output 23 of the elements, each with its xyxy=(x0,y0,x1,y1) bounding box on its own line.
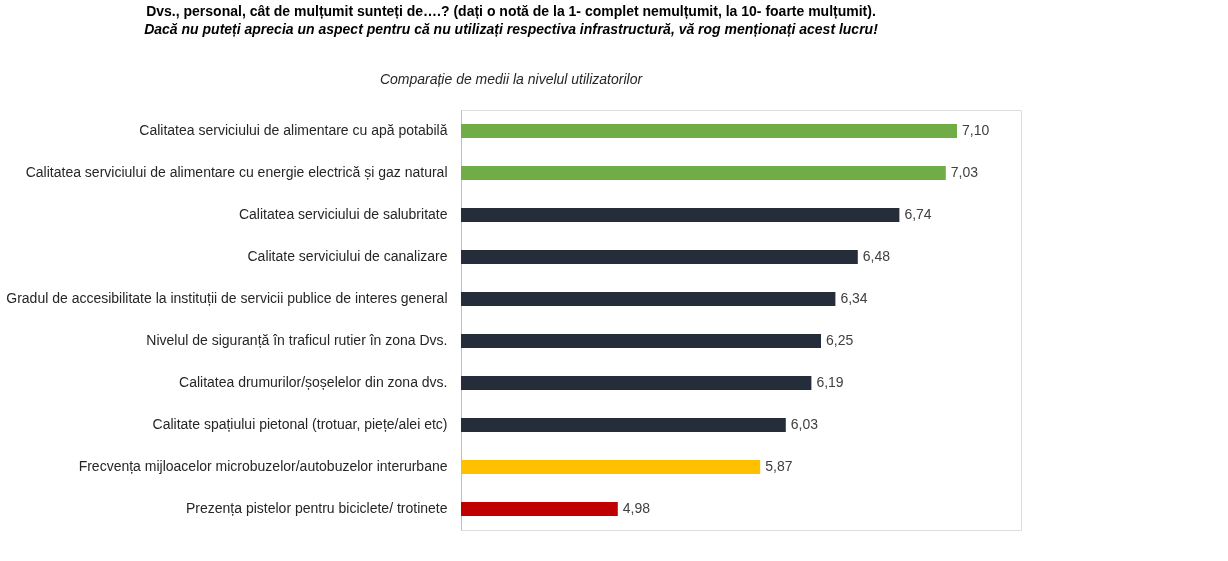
data-label: 7,10 xyxy=(962,122,990,138)
y-tick-label: Prezența pistelor pentru biciclete/ trotinete xyxy=(186,500,448,516)
data-label: 6,74 xyxy=(904,206,932,222)
y-tick-label: Calitatea serviciului de alimentare cu apă potabilă xyxy=(139,122,448,138)
y-tick-label: Calitatea serviciului de alimentare cu energie electrică și gaz natural xyxy=(25,164,448,180)
chart-title: Dvs., personal, cât de mulțumit sunteți de….? (dați o notă de la 1- complet nemulțumit, la 10- foarte mulțumit). xyxy=(146,3,876,19)
data-label: 6,19 xyxy=(816,374,844,390)
data-label: 7,03 xyxy=(950,164,979,180)
data-label: 5,87 xyxy=(765,458,793,474)
text: Comparație de medii la nivelul utilizatorilor xyxy=(379,71,644,87)
y-tick-label: Calitate spațiului pietonal (trotuar, piețe/alei etc) xyxy=(152,416,448,432)
data-label: 6,03 xyxy=(790,416,819,432)
data-label: 4,98 xyxy=(622,500,651,516)
data-label: 6,25 xyxy=(826,332,854,348)
y-tick-label: Calitate serviciului de canalizare xyxy=(247,248,448,264)
y-tick-label: Calitatea serviciului de salubritate xyxy=(238,206,448,222)
data-label: 6,48 xyxy=(862,248,891,264)
y-tick-label: Calitatea drumurilor/șoșelelor din zona dvs. xyxy=(179,374,448,390)
chart-subtitle: Dacă nu puteți aprecia un aspect pentru că nu utilizați respectiva infrastructură, vă rog menționați acest lucru! xyxy=(144,21,879,37)
y-tick-label: Gradul de accesibilitate la instituții de servicii publice de interes general xyxy=(6,290,448,306)
y-tick-label: Frecvența mijloacelor microbuzelor/autobuzelor interurbane xyxy=(78,458,448,474)
data-label: 6,34 xyxy=(840,290,868,306)
y-tick-label: Nivelul de siguranță în traficul rutier în zona Dvs. xyxy=(146,332,448,348)
